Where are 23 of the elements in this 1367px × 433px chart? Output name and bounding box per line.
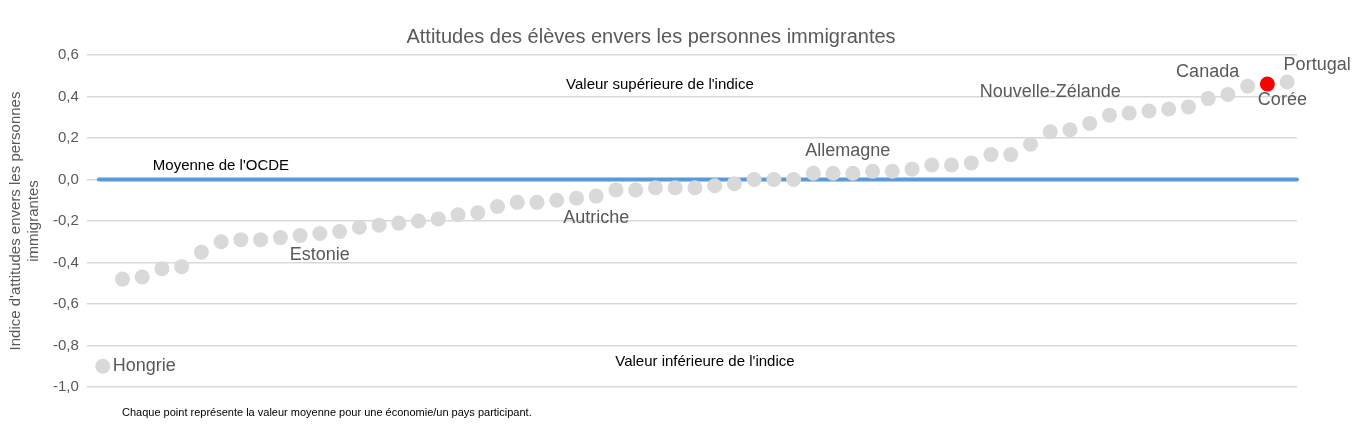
y-tick-label: -0,6 — [52, 294, 79, 312]
text: Chaque point représente la valeur moyenne pour une économie/un pays participant. — [122, 406, 532, 419]
y-tick-label: -0,2 — [52, 211, 79, 229]
data-label: Portugal — [1283, 53, 1351, 74]
data-label: Hongrie — [112, 355, 176, 376]
chart-title: Attitudes des élèves envers les personnes immigrantes — [406, 24, 896, 47]
data-label: Autriche — [563, 207, 630, 228]
y-tick-label: 0,6 — [57, 45, 79, 63]
y-tick-label: -0,4 — [52, 252, 79, 270]
y-tick-label: -0,8 — [52, 335, 79, 353]
ref-line-label: Moyenne de l'OCDE — [152, 156, 290, 174]
annotation: Valeur supérieure de l'indice — [566, 75, 754, 93]
annotation: Valeur inférieure de l'indice — [615, 352, 795, 370]
y-tick-label: 0,4 — [57, 86, 79, 104]
y-tick-label: -1,0 — [52, 377, 79, 395]
y-tick-label: 0,0 — [57, 169, 79, 187]
data-label: Nouvelle-Zélande — [979, 80, 1121, 101]
data-label: Corée — [1257, 89, 1307, 110]
data-label: Allemagne — [805, 140, 891, 161]
data-label: Canada — [1176, 61, 1241, 82]
y-axis-title: Indice d'attitudes envers les personnes immigrantes — [6, 91, 42, 351]
data-label: Estonie — [289, 244, 350, 265]
y-tick-label: 0,2 — [57, 128, 79, 146]
